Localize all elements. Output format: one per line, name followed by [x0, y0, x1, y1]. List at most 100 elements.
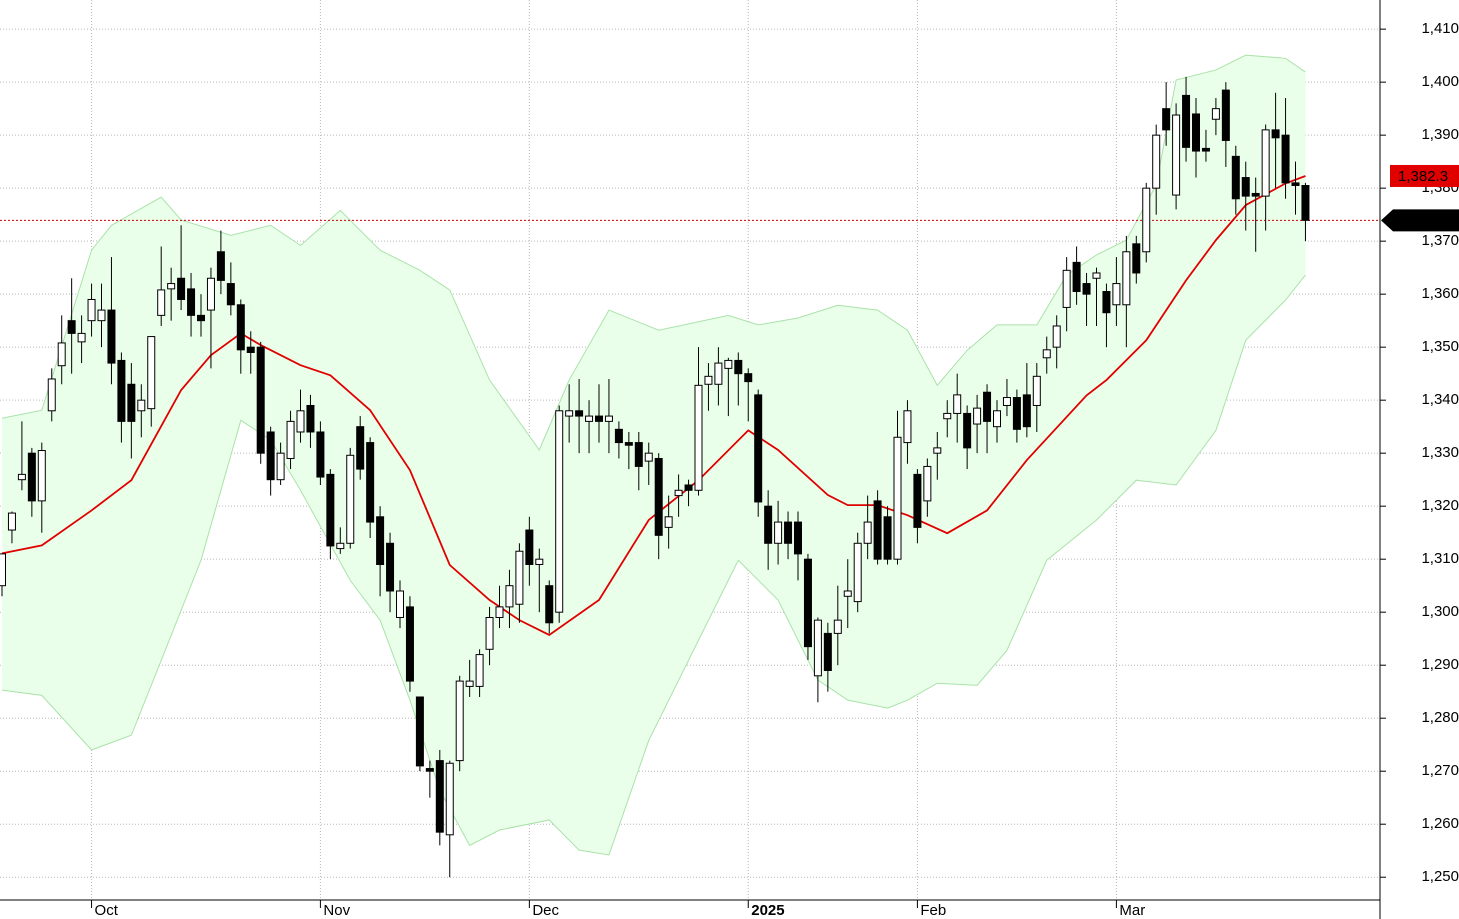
candle: [216, 230, 225, 295]
candle: [1221, 82, 1230, 167]
candle-body: [236, 304, 245, 351]
candle: [226, 262, 235, 316]
x-tick-label: Oct: [95, 902, 119, 919]
candle-body: [1301, 185, 1310, 221]
candle: [7, 511, 16, 544]
candle-body: [923, 465, 932, 502]
y-tick-label: 1,250: [1421, 868, 1459, 885]
candle-body: [1172, 114, 1181, 196]
candle-body: [1012, 397, 1021, 430]
candle: [246, 331, 255, 374]
x-tick-label: Feb: [920, 902, 946, 919]
candle: [654, 453, 663, 560]
candle: [1052, 315, 1061, 369]
candle: [754, 389, 763, 517]
candle-body: [1042, 349, 1051, 359]
candle-body: [316, 431, 325, 478]
candle: [575, 378, 584, 454]
candle: [664, 495, 673, 549]
candle: [993, 400, 1001, 443]
candle: [67, 278, 76, 374]
candle-body: [515, 550, 524, 605]
candle-body: [435, 760, 444, 833]
ma-price-box: [1390, 164, 1459, 187]
candle: [1042, 336, 1051, 374]
candle-body: [127, 383, 136, 422]
candle-body: [405, 606, 414, 682]
candle: [1102, 283, 1111, 348]
candle: [973, 394, 982, 454]
candle: [953, 373, 962, 443]
last-price-label: 1,373.93: [1398, 212, 1456, 229]
candle: [893, 410, 902, 565]
candle-body: [485, 616, 494, 650]
candle: [614, 421, 623, 459]
candle: [77, 315, 86, 364]
candle: [117, 352, 126, 443]
candle-body: [1062, 269, 1071, 308]
y-tick-label: 1,400: [1421, 73, 1459, 90]
candle-body: [1271, 129, 1280, 139]
candle-body: [664, 516, 673, 528]
candle-body: [415, 696, 424, 767]
candle-body: [903, 410, 912, 444]
candle: [674, 474, 683, 517]
candle-body: [1241, 177, 1250, 197]
candle-body: [754, 394, 763, 503]
candle: [495, 585, 504, 629]
candle-body: [535, 558, 544, 565]
candle-body: [993, 410, 1001, 428]
candle-body: [843, 590, 852, 597]
candle-body: [296, 410, 305, 433]
candle-body: [1192, 113, 1200, 152]
candle-body: [366, 442, 375, 523]
candle: [366, 437, 375, 538]
candle-body: [1152, 134, 1161, 189]
candle-body: [913, 473, 922, 528]
candle-body: [276, 452, 285, 481]
candle: [883, 506, 892, 565]
candle: [455, 675, 464, 772]
candle: [415, 696, 424, 772]
candle: [266, 426, 275, 496]
candle: [326, 469, 335, 560]
candle-body: [47, 378, 56, 412]
candle-body: [1261, 129, 1270, 197]
candle-body: [1052, 325, 1061, 348]
y-tick-label: 1,410: [1421, 20, 1459, 37]
candle: [465, 659, 474, 697]
candle-body: [1221, 89, 1230, 141]
candle: [346, 447, 355, 549]
candle-body: [873, 500, 882, 560]
candle: [57, 315, 66, 385]
candle-body: [1072, 261, 1081, 293]
candle: [1192, 98, 1200, 178]
candle: [595, 384, 603, 443]
candle: [1082, 272, 1091, 326]
candle: [316, 421, 325, 485]
candle: [1012, 389, 1021, 443]
candle: [435, 750, 444, 846]
candle-body: [853, 542, 862, 603]
candle-body: [963, 412, 972, 449]
candle: [724, 357, 733, 417]
candle: [784, 511, 793, 560]
candle: [1132, 235, 1141, 284]
candle-body: [206, 277, 215, 311]
y-tick-label: 1,360: [1421, 285, 1459, 302]
candle: [296, 389, 305, 443]
candle: [445, 760, 454, 878]
candle: [1182, 76, 1191, 162]
x-tick-label: Nov: [323, 902, 350, 919]
candle: [306, 394, 315, 448]
candle: [1112, 257, 1121, 326]
candle-body: [465, 680, 474, 687]
candle-body: [744, 373, 753, 383]
candle-body: [1022, 394, 1031, 428]
candle-body: [256, 346, 265, 454]
candle: [505, 569, 514, 629]
candle-body: [177, 277, 186, 300]
candle: [585, 400, 594, 454]
candle-body: [326, 473, 335, 547]
candle: [1162, 82, 1171, 146]
